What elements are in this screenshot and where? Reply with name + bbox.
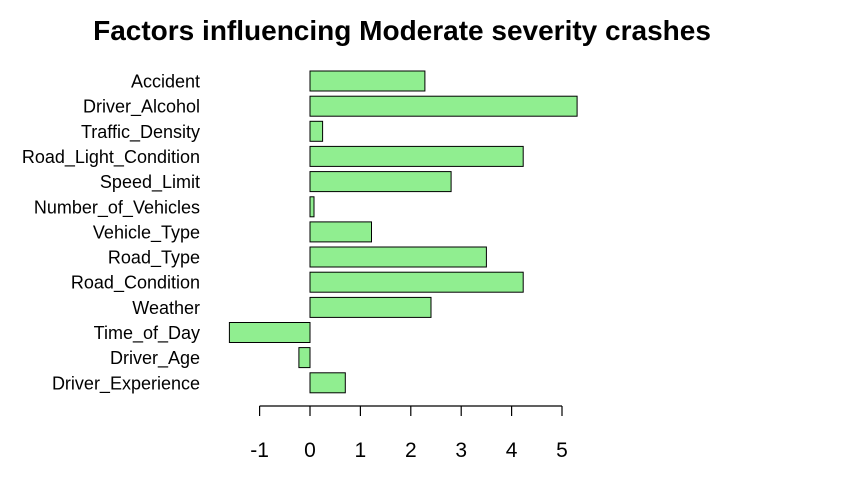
x-tick-label: 0 xyxy=(304,439,316,462)
bars-group xyxy=(228,70,578,394)
category-label: Accident xyxy=(131,72,200,92)
x-axis: -1 0 1 2 3 4 5 xyxy=(250,405,568,462)
category-labels: Accident Driver_Alcohol Traffic_Density Roa… xyxy=(22,72,200,395)
bar-driver-alcohol xyxy=(309,95,578,117)
category-label: Time_of_Day xyxy=(94,323,200,344)
category-label: Driver_Alcohol xyxy=(83,97,200,118)
bar-road-condition xyxy=(309,271,524,293)
bar-traffic-density xyxy=(309,120,324,142)
x-tick-label: 5 xyxy=(556,439,568,462)
chart-title: Factors influencing Moderate severity cr… xyxy=(93,15,711,46)
x-tick-label: 1 xyxy=(355,439,367,462)
bar-vehicle-type xyxy=(309,221,372,243)
bar-driver-experience xyxy=(309,372,346,394)
x-tick-label: -1 xyxy=(250,439,269,462)
category-label: Road_Condition xyxy=(71,273,200,294)
category-label: Driver_Experience xyxy=(52,373,200,394)
bar-speed-limit xyxy=(309,171,452,193)
bar-road-type xyxy=(309,246,487,268)
bar-accident xyxy=(309,70,426,92)
category-label: Vehicle_Type xyxy=(93,222,200,243)
x-tick-label: 4 xyxy=(506,439,518,462)
category-label: Traffic_Density xyxy=(81,122,200,143)
category-label: Road_Light_Condition xyxy=(22,147,200,168)
category-label: Number_of_Vehicles xyxy=(34,197,200,218)
category-label: Weather xyxy=(132,298,200,318)
x-tick-label: 2 xyxy=(405,439,417,462)
bar-driver-age xyxy=(298,347,311,369)
bar-road-light-condition xyxy=(309,145,524,167)
x-tick-label: 3 xyxy=(455,439,467,462)
bar-weather xyxy=(309,296,432,318)
category-label: Speed_Limit xyxy=(100,172,200,193)
bar-time-of-day xyxy=(228,322,311,343)
category-label: Driver_Age xyxy=(110,348,200,369)
category-label: Road_Type xyxy=(108,248,200,269)
bar-number-of-vehicles xyxy=(309,196,315,218)
